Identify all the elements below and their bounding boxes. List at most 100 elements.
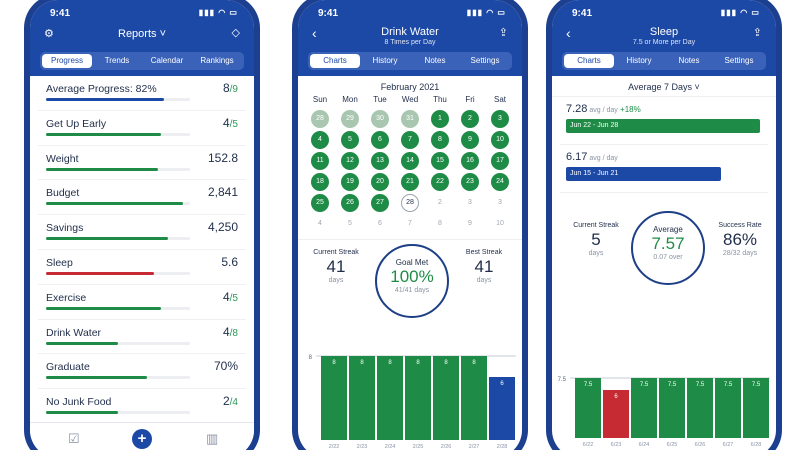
current-streak-unit: days	[328, 277, 344, 284]
bar-chart-icon[interactable]: ▥	[206, 431, 219, 446]
tab-charts[interactable]: Charts	[564, 54, 614, 68]
calendar-day[interactable]: 26	[341, 194, 359, 212]
tab-trends[interactable]: Trends	[104, 56, 130, 65]
calendar-day[interactable]: 7	[408, 220, 412, 227]
average-range-dropdown[interactable]: Average 7 Days ˅	[552, 82, 776, 97]
chart-bar	[603, 390, 629, 438]
calendar-day[interactable]: 29	[341, 110, 359, 128]
habit-row[interactable]: Drink Water 4/8	[38, 320, 246, 355]
tab-rankings[interactable]: Rankings	[200, 56, 234, 65]
calendar-day[interactable]: 17	[491, 152, 509, 170]
habit-row[interactable]: Weight 152.8	[38, 146, 246, 181]
calendar-day[interactable]: 16	[461, 152, 479, 170]
habit-name: Get Up Early	[46, 117, 107, 130]
habit-row[interactable]: Get Up Early 4/5	[38, 111, 246, 146]
tab-progress[interactable]: Progress	[42, 54, 92, 68]
calendar-day[interactable]: 10	[491, 131, 509, 149]
goal-met-sub: 41/41 days	[394, 287, 430, 294]
habit-value: 2,841	[208, 185, 238, 199]
tab-settings[interactable]: Settings	[470, 56, 500, 65]
calendar-day[interactable]: 28	[401, 194, 419, 212]
calendar-day[interactable]: 4	[311, 131, 329, 149]
calendar-day[interactable]: 15	[431, 152, 449, 170]
calendar-day[interactable]: 2	[438, 199, 442, 206]
reports-title[interactable]: Reports ˅	[118, 28, 166, 40]
tab-charts[interactable]: Charts	[310, 54, 360, 68]
habit-row[interactable]: Sleep 5.6	[38, 250, 246, 285]
share-icon[interactable]: ⇪	[752, 27, 762, 39]
habit-row[interactable]: Graduate 70%	[38, 354, 246, 390]
calendar-day[interactable]: 22	[431, 173, 449, 191]
calendar-day[interactable]: 30	[371, 110, 389, 128]
back-chevron-icon[interactable]: ‹	[312, 25, 317, 41]
habit-value: 8/9	[223, 81, 238, 95]
back-chevron-icon[interactable]: ‹	[566, 25, 571, 41]
tab-notes[interactable]: Notes	[424, 56, 446, 65]
habit-row[interactable]: Exercise 4/5	[38, 285, 246, 320]
plus-icon[interactable]: +	[132, 429, 152, 449]
calendar-day[interactable]: 2	[461, 110, 479, 128]
habit-row[interactable]: Savings 4,250	[38, 215, 246, 250]
tab-calendar[interactable]: Calendar	[150, 56, 184, 65]
calendar-day[interactable]: 5	[348, 220, 352, 227]
calendar-day[interactable]: 7	[401, 131, 419, 149]
tab-history[interactable]: History	[372, 56, 398, 65]
share-icon[interactable]: ⇪	[498, 27, 508, 39]
calendar-day[interactable]: 3	[468, 199, 472, 206]
chart-bar	[715, 378, 741, 438]
bar-category-label: 6/28	[751, 442, 762, 448]
habit-row[interactable]: No Junk Food 2/4	[38, 389, 246, 424]
calendar-day[interactable]: 3	[491, 110, 509, 128]
calendar-day[interactable]: 3	[498, 199, 502, 206]
calendar-day[interactable]: 23	[461, 173, 479, 191]
bar-value-label: 6	[614, 394, 618, 400]
calendar-day[interactable]: 5	[341, 131, 359, 149]
tab-notes[interactable]: Notes	[678, 56, 700, 65]
status-time: 9:41	[318, 8, 339, 19]
calendar-day[interactable]: 18	[311, 173, 329, 191]
calendar-day[interactable]: 8	[438, 220, 442, 227]
bar-value-label: 7.5	[696, 382, 705, 388]
weekday-label: Tue	[373, 95, 387, 104]
calendar-day[interactable]: 20	[371, 173, 389, 191]
sleep-avg-delta: +18%	[620, 105, 641, 114]
calendar-day[interactable]: 13	[371, 152, 389, 170]
calendar-day[interactable]: 24	[491, 173, 509, 191]
calendar-day[interactable]: 10	[496, 220, 504, 227]
sleep-week-card[interactable]: 7.28 avg / day +18% Jun 22 - Jun 28	[560, 97, 768, 145]
bar-category-label: 2/25	[413, 444, 424, 450]
calendar-day[interactable]: 12	[341, 152, 359, 170]
checkbox-icon[interactable]: ☑	[68, 431, 80, 446]
calendar-day[interactable]: 6	[371, 131, 389, 149]
calendar-day[interactable]: 6	[378, 220, 382, 227]
habit-progress-fill	[46, 167, 159, 171]
calendar-day[interactable]: 9	[461, 131, 479, 149]
target-label: 7.5	[558, 377, 567, 383]
calendar-day[interactable]: 25	[311, 194, 329, 212]
habit-row[interactable]: Budget 2,841	[38, 180, 246, 216]
calendar-day[interactable]: 19	[341, 173, 359, 191]
current-streak-unit: days	[588, 250, 604, 257]
sleep-week-card[interactable]: 6.17 avg / day Jun 15 - Jun 21	[560, 145, 768, 193]
tag-icon[interactable]: ◇	[231, 27, 240, 39]
tab-settings[interactable]: Settings	[724, 56, 754, 65]
calendar-day[interactable]: 14	[401, 152, 419, 170]
habit-row[interactable]: Average Progress: 82% 8/9	[38, 76, 246, 111]
sleep-title: Sleep	[649, 26, 679, 38]
chart-bar	[489, 377, 515, 440]
habit-progress-fill	[46, 237, 169, 241]
bar-value-label: 8	[332, 360, 336, 366]
calendar-day[interactable]: 4	[318, 220, 322, 227]
calendar-day[interactable]: 27	[371, 194, 389, 212]
calendar-day[interactable]: 31	[401, 110, 419, 128]
bar-value-label: 7.5	[724, 382, 733, 388]
tab-history[interactable]: History	[626, 56, 652, 65]
calendar-day[interactable]: 28	[311, 110, 329, 128]
gear-icon[interactable]: ⚙	[44, 28, 54, 40]
calendar-day[interactable]: 8	[431, 131, 449, 149]
calendar-day[interactable]: 11	[311, 152, 329, 170]
calendar-day[interactable]: 9	[468, 220, 472, 227]
calendar-day[interactable]: 21	[401, 173, 419, 191]
calendar-day[interactable]: 1	[431, 110, 449, 128]
